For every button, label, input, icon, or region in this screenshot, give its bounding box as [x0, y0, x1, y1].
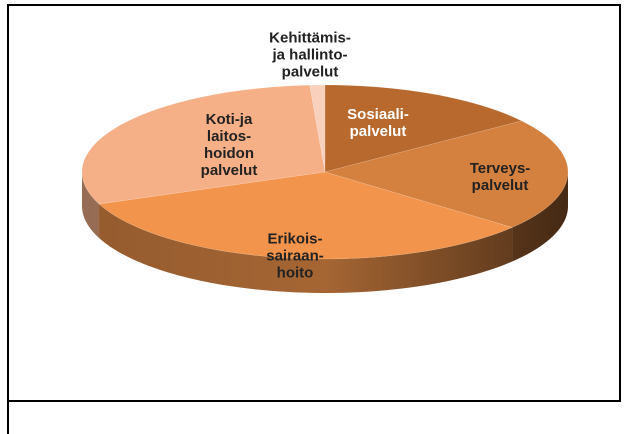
pie-slice [309, 84, 326, 173]
slice-label: Erikois- sairaan- hoito [266, 230, 324, 282]
pie-slice [324, 120, 569, 228]
pie-sides [82, 172, 568, 293]
slice-label: Sosiaali- palvelut [347, 106, 409, 140]
pie-slice [98, 171, 513, 260]
pie-slice [324, 84, 523, 173]
slice-label: Koti-ja laitos- hoidon palvelut [200, 111, 258, 179]
chart-frame [7, 4, 621, 402]
slice-label: Kehittämis- ja hallinto- palvelut [269, 29, 351, 81]
pie-slice [81, 84, 326, 205]
side-shade [82, 172, 568, 293]
slice-label: Terveys- palvelut [469, 160, 531, 194]
